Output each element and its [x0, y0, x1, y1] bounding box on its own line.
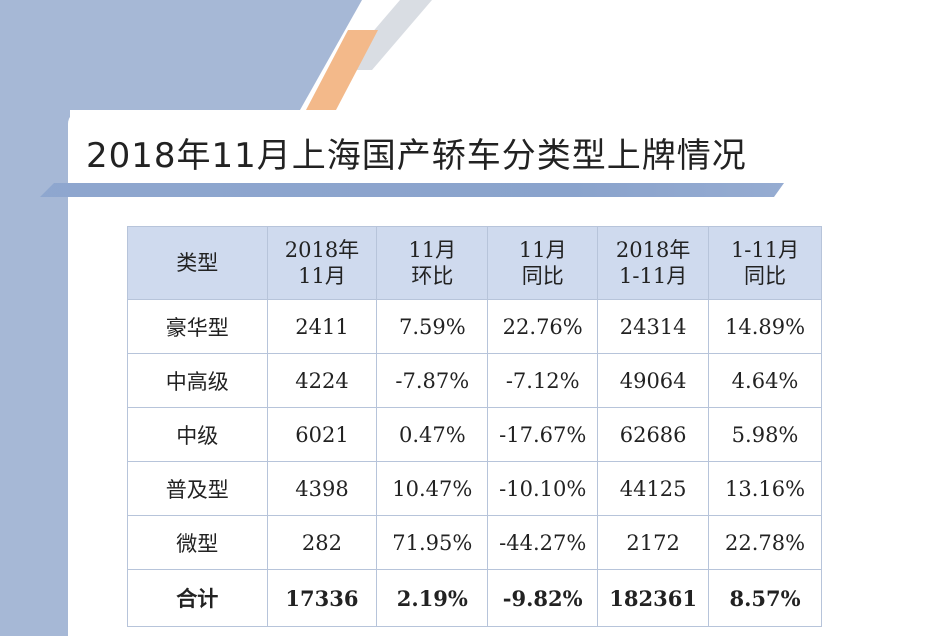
header-line2: 同比 [521, 264, 564, 288]
header-line1: 11月 [408, 238, 457, 262]
cell-value: 0.47% [376, 407, 489, 462]
table-row: 豪华型 2411 7.59% 22.76% 24314 14.89% [127, 299, 822, 354]
cell-total-value: 182361 [597, 569, 710, 627]
cell-value: 4224 [266, 353, 378, 408]
header-type-label: 类型 [176, 251, 219, 275]
cell-total-label: 合计 [127, 569, 268, 627]
decor-blue-left-edge [0, 0, 70, 636]
cell-value: -7.87% [376, 353, 489, 408]
cell-total-value: 17336 [266, 569, 378, 627]
cell-type: 中高级 [127, 353, 268, 408]
cell-type: 中级 [127, 407, 268, 462]
cell-value: 62686 [597, 407, 710, 462]
cell-value: 71.95% [376, 515, 489, 570]
header-line1: 1-11月 [730, 238, 800, 262]
table-header-row: 类型 2018年 11月 11月 环比 11月 同比 2018年 1-11月 1-11月… [127, 226, 822, 300]
cell-value: 24314 [597, 299, 710, 354]
header-line1: 11月 [518, 238, 567, 262]
header-line2: 11月 [298, 264, 346, 288]
header-line2: 同比 [744, 264, 787, 288]
cell-type: 微型 [127, 515, 268, 570]
cell-value: -44.27% [487, 515, 599, 570]
header-nov-2018: 2018年 11月 [266, 226, 378, 300]
cell-value: 282 [266, 515, 378, 570]
header-line1: 2018年 [284, 238, 360, 262]
cell-type: 豪华型 [127, 299, 268, 354]
table-row: 微型 282 71.95% -44.27% 2172 22.78% [127, 515, 822, 570]
cell-value: 14.89% [708, 299, 822, 354]
header-jan-nov-yoy: 1-11月 同比 [708, 226, 822, 300]
page-title: 2018年11月上海国产轿车分类型上牌情况 [86, 136, 747, 176]
table-row: 普及型 4398 10.47% -10.10% 44125 13.16% [127, 461, 822, 516]
cell-value: -10.10% [487, 461, 599, 516]
table-row: 中高级 4224 -7.87% -7.12% 49064 4.64% [127, 353, 822, 408]
table-row: 中级 6021 0.47% -17.67% 62686 5.98% [127, 407, 822, 462]
cell-value: 10.47% [376, 461, 489, 516]
cell-value: 22.76% [487, 299, 599, 354]
cell-total-value: -9.82% [487, 569, 599, 627]
cell-value: 13.16% [708, 461, 822, 516]
cell-total-value: 8.57% [708, 569, 822, 627]
registration-table: 类型 2018年 11月 11月 环比 11月 同比 2018年 1-11月 1-11月… [127, 226, 822, 627]
cell-value: 49064 [597, 353, 710, 408]
cell-value: 7.59% [376, 299, 489, 354]
cell-type: 普及型 [127, 461, 268, 516]
cell-value: 2411 [266, 299, 378, 354]
header-line1: 2018年 [615, 238, 691, 262]
cell-value: 22.78% [708, 515, 822, 570]
cell-value: -7.12% [487, 353, 599, 408]
header-line2: 环比 [411, 264, 454, 288]
cell-value: 2172 [597, 515, 710, 570]
cell-value: -17.67% [487, 407, 599, 462]
cell-value: 44125 [597, 461, 710, 516]
cell-value: 6021 [266, 407, 378, 462]
table-total-row: 合计 17336 2.19% -9.82% 182361 8.57% [127, 569, 822, 627]
header-jan-nov-2018: 2018年 1-11月 [597, 226, 710, 300]
cell-value: 4.64% [708, 353, 822, 408]
cell-total-value: 2.19% [376, 569, 489, 627]
header-nov-mom: 11月 环比 [376, 226, 489, 300]
cell-value: 5.98% [708, 407, 822, 462]
header-line2: 1-11月 [619, 264, 688, 288]
header-nov-yoy: 11月 同比 [487, 226, 599, 300]
cell-value: 4398 [266, 461, 378, 516]
header-type: 类型 [127, 226, 268, 300]
